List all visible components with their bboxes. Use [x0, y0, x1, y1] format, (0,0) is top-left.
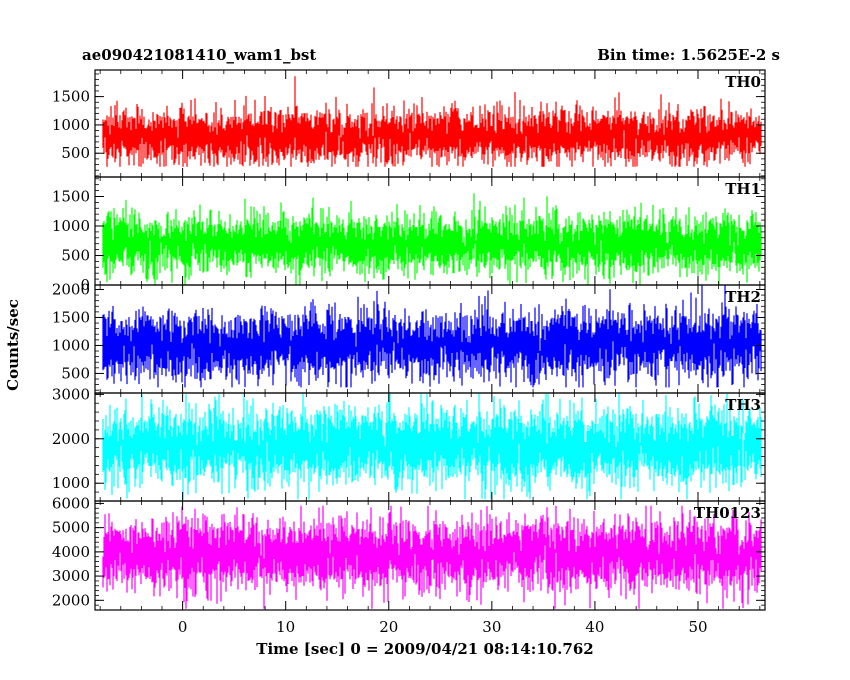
y-tick-label: 2000 — [52, 591, 90, 609]
panel-th1: 0 500 1000 1500 TH1 — [52, 176, 766, 294]
y-tick-label: 1000 — [52, 336, 90, 354]
x-tick-label: 0 — [178, 618, 188, 636]
x-axis-label: Time [sec] 0 = 2009/04/21 08:14:10.762 — [256, 640, 593, 658]
panel-th0: 500 1000 1500 TH0 — [52, 69, 766, 178]
panel-th0123: 2000 3000 4000 5000 6000 TH0123 — [52, 494, 766, 611]
y-tick-label: 1500 — [52, 308, 90, 326]
x-tick-label: 50 — [688, 618, 707, 636]
series-th0 — [102, 76, 762, 167]
y-tick-label: 4000 — [52, 543, 90, 561]
y-tick-label: 1000 — [52, 116, 90, 134]
y-axis-label: Counts/sec — [4, 299, 22, 391]
series-th0123 — [102, 505, 762, 609]
y-tick-label: 6000 — [52, 494, 90, 512]
y-tick-label: 2000 — [52, 430, 90, 448]
x-tick-label: 20 — [379, 618, 398, 636]
panel-label-th0123: TH0123 — [694, 504, 761, 522]
panel-label-th3: TH3 — [725, 396, 761, 414]
series-th1 — [102, 193, 762, 285]
panel-label-th1: TH1 — [725, 180, 761, 198]
series-th3 — [102, 393, 762, 500]
chart-title-left: ae090421081410_wam1_bst — [82, 46, 316, 64]
y-tick-label: 1500 — [52, 187, 90, 205]
y-tick-label: 1500 — [52, 88, 90, 106]
y-tick-label: 3000 — [52, 567, 90, 585]
y-tick-label: 500 — [61, 364, 90, 382]
y-tick-label: 500 — [61, 246, 90, 264]
series-th2 — [102, 285, 762, 388]
y-tick-label: 500 — [61, 144, 90, 162]
x-tick-label: 10 — [276, 618, 295, 636]
y-tick-label: 3000 — [52, 385, 90, 403]
panel-label-th0: TH0 — [725, 73, 761, 91]
y-tick-label: 1000 — [52, 474, 90, 492]
y-tick-label: 5000 — [52, 519, 90, 537]
panel-th3: 1000 2000 3000 TH3 — [52, 385, 766, 502]
x-tick-label: 30 — [482, 618, 501, 636]
panel-label-th2: TH2 — [725, 288, 761, 306]
y-tick-label: 1000 — [52, 217, 90, 235]
y-tick-label: 2000 — [52, 280, 90, 298]
x-tick-label: 40 — [585, 618, 604, 636]
panel-th2: 500 1000 1500 2000 TH2 — [52, 280, 766, 394]
y-tick-label: 0 — [80, 276, 90, 294]
chart-title-right: Bin time: 1.5625E-2 s — [597, 46, 780, 64]
